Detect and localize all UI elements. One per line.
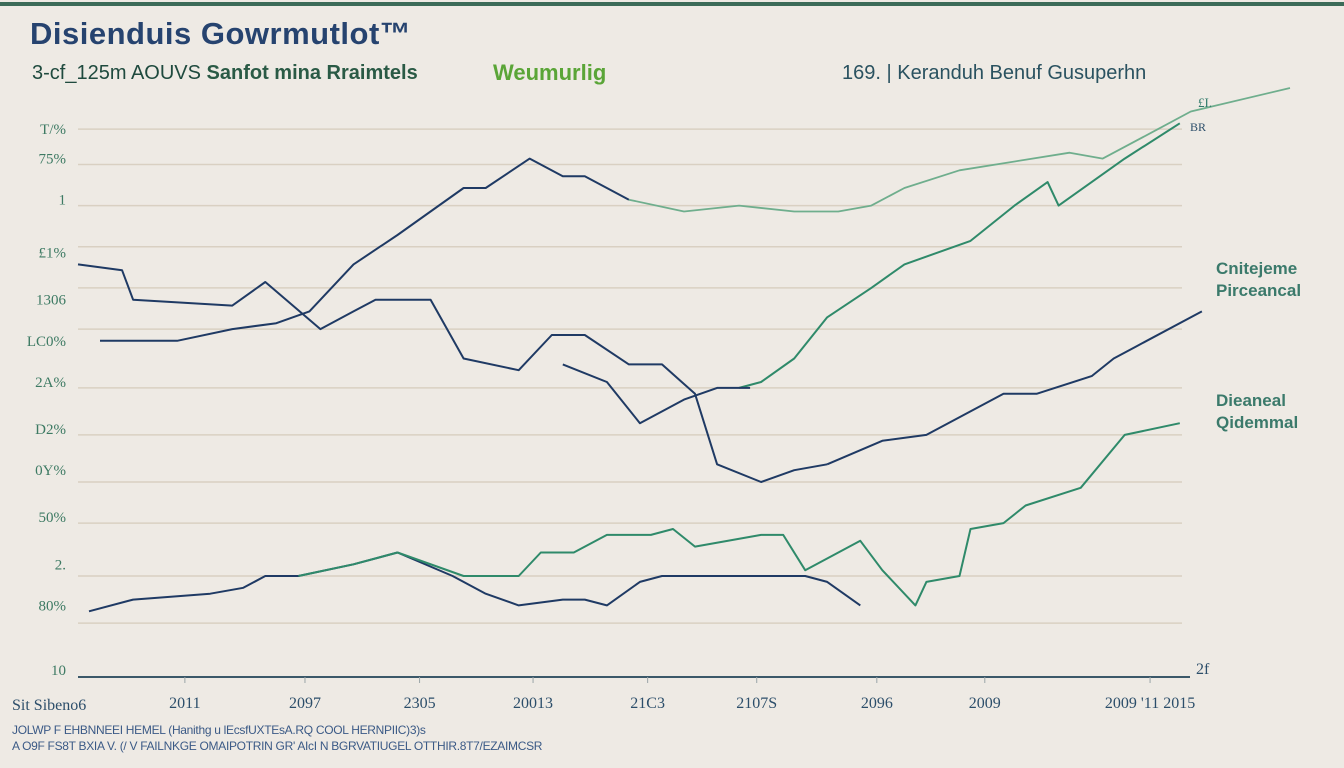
y-tick-label: 2A% (35, 375, 66, 391)
x-tick-label: 2011 (169, 695, 200, 712)
y-tick-label: LC0% (27, 334, 66, 350)
y-tick-label: 1306 (36, 293, 67, 309)
legend-group-2: Dieaneal Qidemmal (1216, 390, 1298, 434)
legend-item: Dieaneal (1216, 391, 1286, 410)
series-line-7 (88, 551, 861, 613)
y-tick-label: 75% (39, 152, 67, 168)
y-tick-label: 10 (51, 663, 66, 679)
y-tick-label: 0Y% (35, 463, 66, 479)
y-tick-label: 50% (39, 510, 67, 526)
series-line-6 (826, 310, 1203, 466)
x-tick-label: 2097 (289, 695, 321, 712)
series-line-5 (562, 363, 751, 425)
x-tick-label: 21C3 (630, 695, 665, 712)
header-right-text: 169. | Keranduh Benuf Gusuperhn (842, 62, 1147, 84)
series-line-3 (77, 263, 828, 483)
legend-item: Qidemmal (1216, 413, 1299, 432)
legend-marker-1: £I. (1198, 95, 1212, 110)
chart-subtitle: 3-cf_125m AOUVS Sanfot mina Rraimtels (32, 62, 418, 85)
y-tick-label: 2. (55, 557, 66, 573)
series-line-4 (738, 122, 1181, 389)
brand-logo: Weumurlig (493, 60, 607, 85)
chart-title: Disienduis Gowrmutlot™ (30, 16, 412, 51)
subtitle-prefix: 3-cf_125m AOUVS (32, 62, 201, 84)
x-tick-label: 2009 (969, 695, 1001, 712)
right-axis-label: 2f (1196, 661, 1210, 678)
y-tick-label: T/% (40, 122, 66, 138)
series-line-1 (100, 157, 630, 342)
x-tick-label: 20013 (513, 695, 553, 712)
legend-group-1: Cnitejeme Pirceancal (1216, 258, 1301, 302)
x-tick-label: 2107S (736, 695, 777, 712)
y-tick-label: 80% (39, 598, 67, 614)
subtitle-main: Sanfot mina Rraimtels (206, 62, 418, 84)
series-line-8 (298, 422, 1181, 607)
top-border (0, 2, 1344, 6)
series-line-2 (628, 87, 1291, 213)
footer-note: JOLWP F EHBNNEEI HEMEL (Hanithg u lEcsfU… (12, 722, 542, 754)
y-tick-label: £1% (39, 246, 67, 262)
footer-line-1: JOLWP F EHBNNEEI HEMEL (Hanithg u lEcsfU… (12, 723, 426, 737)
y-tick-label: 1 (59, 193, 67, 209)
x-tick-label: 2096 (861, 695, 893, 712)
legend-item: Pirceancal (1216, 281, 1302, 300)
x-axis-label: Sit Sibeno6 (12, 697, 86, 714)
footer-line-2: A O9F FS8T BXIA V. (/ V FAILNKGE OMAIPOT… (12, 739, 543, 753)
x-tick-label: 2009 '11 2015 (1105, 695, 1195, 712)
y-tick-label: D2% (35, 422, 66, 438)
legend-item: Cnitejeme (1216, 259, 1298, 278)
legend-marker-2: BR (1190, 120, 1206, 134)
x-tick-label: 2305 (404, 695, 436, 712)
